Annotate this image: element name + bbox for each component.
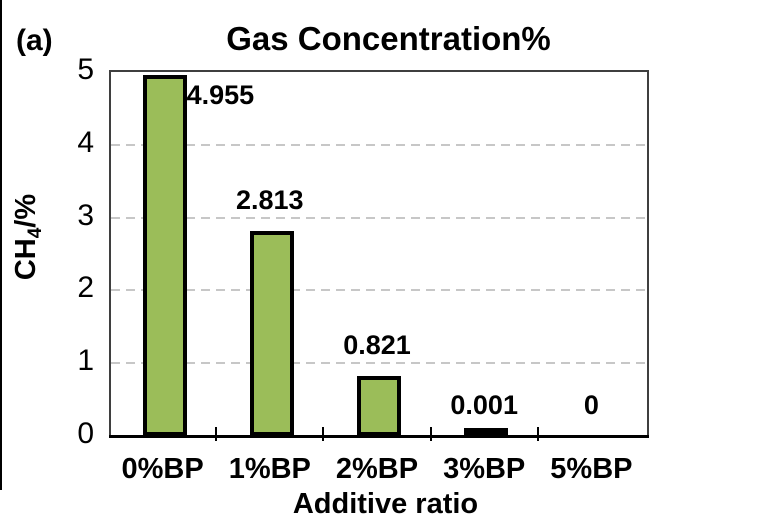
x-tick-mark bbox=[322, 427, 325, 441]
y-tick-label: 1 bbox=[77, 344, 94, 378]
x-axis-title: Additive ratio bbox=[292, 488, 479, 520]
bar bbox=[357, 376, 401, 436]
x-tick-label: 3%BP bbox=[443, 453, 526, 485]
x-axis-line bbox=[109, 435, 649, 438]
gridline bbox=[111, 289, 647, 292]
x-tick-label: 1%BP bbox=[228, 453, 311, 485]
x-tick-mark bbox=[429, 427, 432, 441]
x-tick-mark bbox=[215, 427, 218, 441]
y-tick-label: 3 bbox=[77, 198, 94, 232]
plot-area bbox=[109, 70, 649, 438]
value-label: 0.001 bbox=[450, 389, 518, 420]
value-label: 2.813 bbox=[236, 185, 304, 216]
panel-label: (a) bbox=[16, 24, 53, 57]
value-label: 0 bbox=[583, 390, 599, 420]
figure-left-border bbox=[0, 0, 2, 490]
y-tick-label: 5 bbox=[77, 53, 94, 86]
x-tick-mark bbox=[536, 427, 539, 441]
x-tick-label: 0%BP bbox=[121, 453, 204, 485]
gridline bbox=[111, 216, 647, 219]
value-label: 4.955 bbox=[186, 80, 255, 111]
bar bbox=[249, 231, 294, 436]
y-tick-label: 0 bbox=[77, 417, 94, 450]
x-tick-label: 5%BP bbox=[550, 453, 633, 485]
gridline bbox=[111, 362, 647, 365]
x-tick-label: 2%BP bbox=[335, 453, 419, 485]
value-label: 0.821 bbox=[343, 330, 411, 361]
y-tick-label: 4 bbox=[77, 125, 94, 159]
chart-title: Gas Concentration% bbox=[226, 20, 551, 57]
y-tick-label: 2 bbox=[77, 271, 94, 305]
bar bbox=[142, 75, 187, 436]
bar bbox=[464, 428, 509, 436]
gridline bbox=[111, 143, 647, 146]
